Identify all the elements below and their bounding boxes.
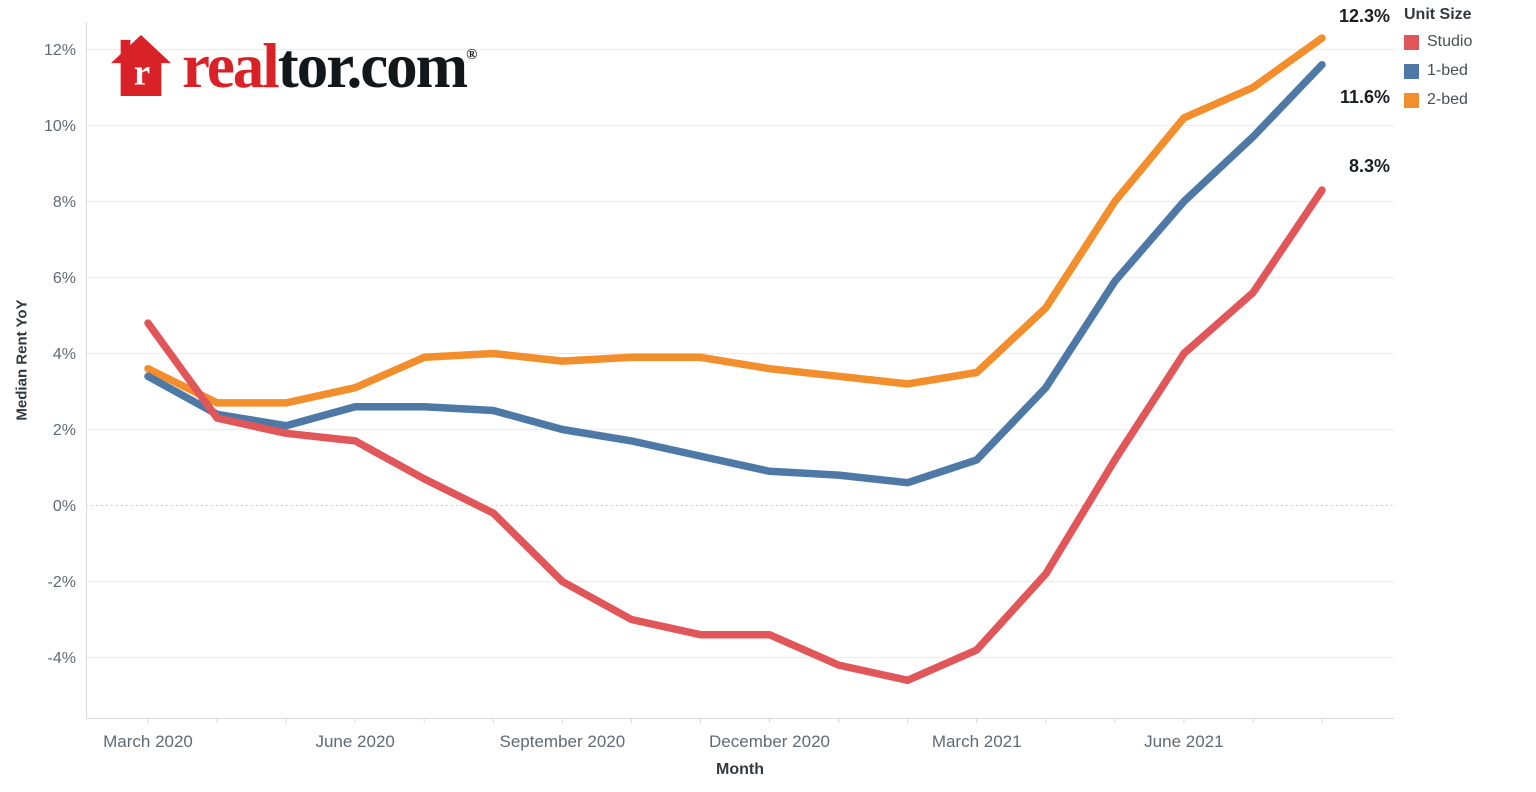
legend-label-studio: Studio <box>1427 33 1473 50</box>
legend-swatch-2bed <box>1404 92 1419 108</box>
y-tick-label: -4% <box>48 650 76 667</box>
x-tick-label: March 2020 <box>103 732 193 751</box>
realtor-house-icon: r <box>110 35 172 97</box>
x-tick-label: June 2020 <box>315 732 394 751</box>
logo-text-real: real <box>182 31 280 101</box>
series-line-studio <box>144 186 1326 685</box>
y-tick-label: -2% <box>48 574 76 591</box>
y-tick-label: 8% <box>53 194 76 211</box>
end-label-1bed: 11.6% <box>1339 87 1390 107</box>
x-tick-label: March 2021 <box>932 732 1022 751</box>
y-tick-label: 6% <box>53 270 76 287</box>
realtor-logo: r realtor.com® <box>110 22 477 99</box>
legend-swatch-studio <box>1404 34 1419 50</box>
y-tick-label: 0% <box>53 498 76 515</box>
legend-item-2bed: 2-bed <box>1404 91 1472 109</box>
x-axis-title: Month <box>716 761 764 778</box>
legend-item-studio: Studio <box>1404 33 1472 51</box>
logo-text-tor-com: tor.com <box>277 31 468 101</box>
legend-title: Unit Size <box>1404 6 1472 23</box>
logo-wordmark: realtor.com® <box>182 22 477 99</box>
end-label-2bed: 12.3% <box>1338 6 1390 26</box>
y-tick-label: 10% <box>44 118 76 135</box>
legend-item-1bed: 1-bed <box>1404 62 1472 80</box>
end-label-studio: 8.3% <box>1348 156 1390 176</box>
y-axis-title: Median Rent YoY <box>13 299 31 421</box>
y-tick-label: 12% <box>44 42 76 59</box>
legend: Unit Size Studio 1-bed 2-bed <box>1404 6 1472 120</box>
x-tick-label: September 2020 <box>500 732 626 751</box>
series-line-1-bed <box>144 60 1326 487</box>
legend-label-2bed: 2-bed <box>1427 91 1468 108</box>
y-tick-label: 2% <box>53 422 76 439</box>
registered-mark: ® <box>466 47 478 63</box>
legend-swatch-1bed <box>1404 63 1419 79</box>
legend-label-1bed: 1-bed <box>1427 62 1468 79</box>
x-tick-label: June 2021 <box>1144 732 1223 751</box>
x-tick-label: December 2020 <box>709 732 830 751</box>
y-tick-label: 4% <box>53 346 76 363</box>
series-line-2-bed <box>144 34 1326 407</box>
svg-text:r: r <box>134 51 150 92</box>
